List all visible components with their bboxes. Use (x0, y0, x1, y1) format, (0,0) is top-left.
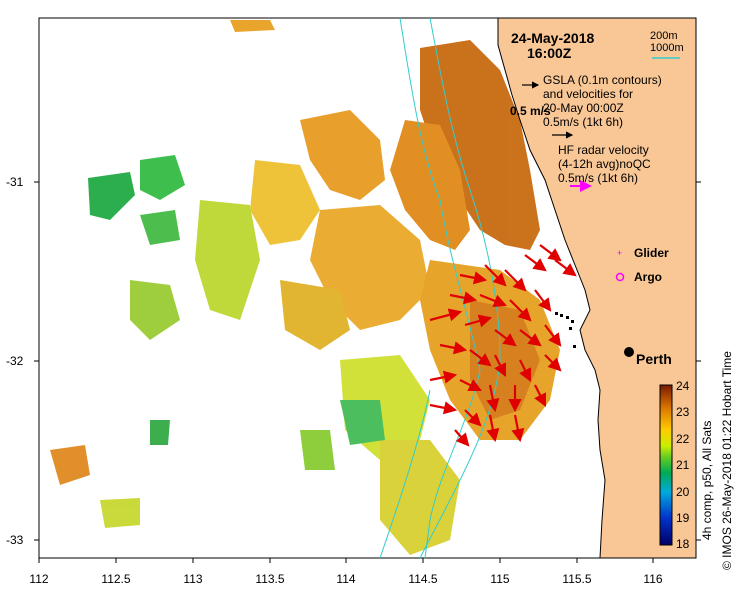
legend-gsla-line1: GSLA (0.1m contours) (543, 73, 662, 87)
x-tick-label: 114.5 (408, 572, 438, 586)
colorbar-tick: 23 (676, 405, 690, 419)
x-tick-label: 113 (183, 572, 203, 586)
legend-gsla-line3: 20-May 00:00Z (543, 101, 624, 115)
legend-hf-scale: 0.5m/s (1kt 6h) (558, 171, 639, 185)
legend-hf-line1: HF radar velocity (558, 143, 649, 157)
x-tick-label: 114 (336, 572, 356, 586)
sst-patch-green (88, 172, 135, 220)
colorbar-label: 4h comp, p50, All Sats (700, 420, 714, 540)
x-tick-label: 112.5 (101, 572, 131, 586)
x-tick-label: 112 (29, 572, 49, 586)
legend-gsla-scale: 0.5m/s (1kt 6h) (543, 115, 624, 129)
map-time: 16:00Z (527, 45, 572, 61)
isobath-1000m (399, 17, 481, 559)
y-tick-label: -31 (6, 175, 24, 189)
land-mass (497, 17, 697, 559)
colorbar-tick: 21 (676, 458, 690, 472)
glider-icon: + (617, 248, 622, 258)
legend-200m: 200m (650, 30, 678, 42)
sst-patches (50, 20, 560, 555)
y-tick-label: -32 (6, 354, 24, 368)
legend-1000m: 1000m (650, 42, 684, 54)
perth-marker-icon (624, 347, 634, 357)
credit-text: © IMOS 26-May-2018 01:22 Hobart Time (720, 351, 734, 570)
legend-argo: Argo (634, 270, 662, 284)
y-tick-label: -33 (6, 533, 24, 547)
colorbar-gradient (659, 384, 673, 546)
x-tick-label: 115.5 (562, 572, 592, 586)
x-tick-label: 113.5 (255, 572, 285, 586)
map-date: 24-May-2018 (511, 30, 595, 46)
legend-gsla-line2: and velocities for (543, 87, 634, 101)
colorbar-tick: 22 (676, 432, 690, 446)
colorbar-tick: 24 (676, 379, 690, 393)
city-label-perth: Perth (636, 351, 672, 367)
legend-hf-line2: (4-12h avg)noQC (558, 157, 651, 171)
x-tick-marks (34, 181, 701, 563)
colorbar-tick: 19 (676, 511, 690, 525)
arrow-scale-label: 0.5 m/s (510, 104, 551, 118)
glider-track (555, 312, 576, 348)
x-tick-label: 116 (643, 572, 663, 586)
legend-glider: Glider (634, 246, 669, 260)
hf-radar-arrows (429, 244, 577, 447)
argo-icon (615, 272, 625, 282)
x-tick-label: 115 (490, 572, 510, 586)
colorbar-tick: 18 (676, 537, 690, 551)
colorbar-tick: 20 (676, 485, 690, 499)
sst-patch-north (420, 40, 540, 250)
